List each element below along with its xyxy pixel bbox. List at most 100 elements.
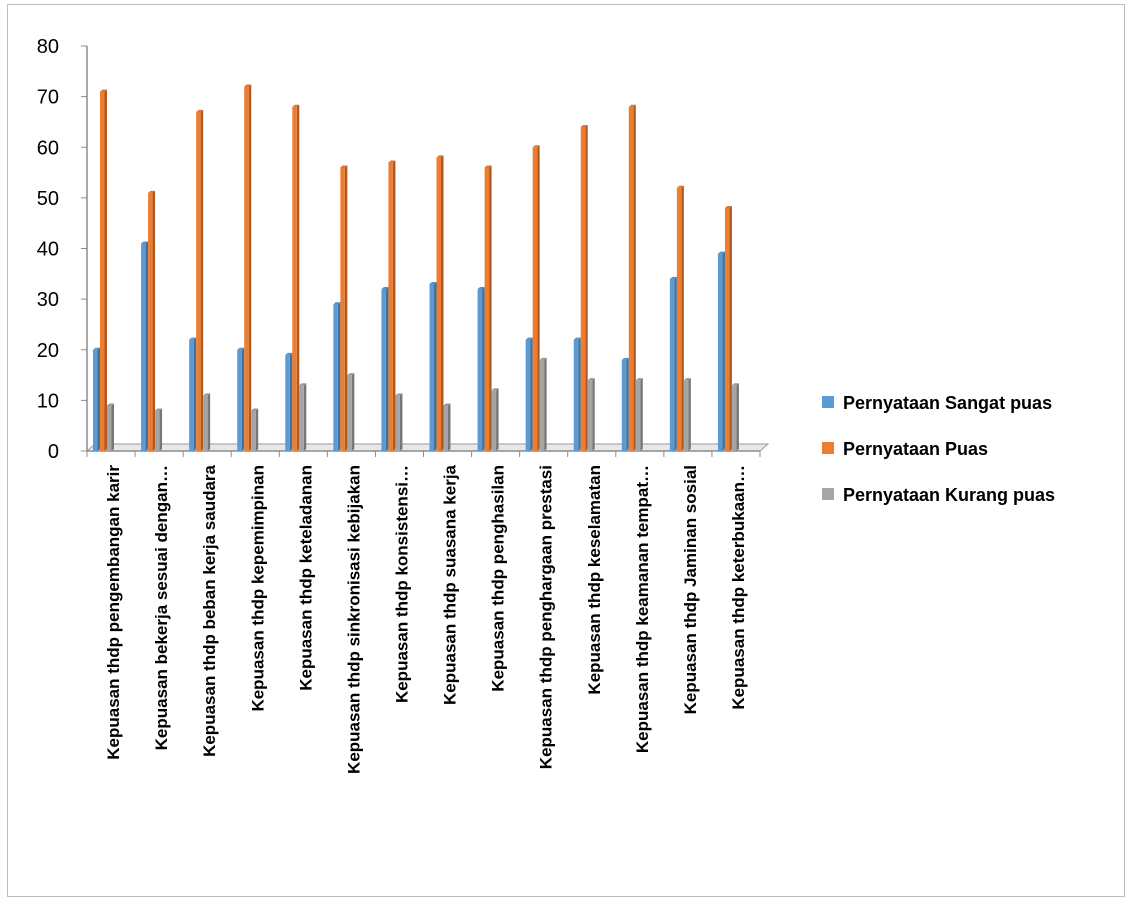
bar-side	[578, 337, 581, 451]
bar-side	[344, 165, 348, 451]
x-axis-category-label: Kepuasan thdp keselamatan	[585, 465, 604, 695]
y-axis-tick-label: 30	[37, 289, 59, 311]
bar-side	[722, 251, 725, 451]
x-axis-category-label: Kepuasan thdp keterbukaan…	[729, 465, 748, 710]
bar	[429, 283, 434, 451]
bar-top	[251, 408, 259, 411]
bar-side	[337, 302, 341, 451]
legend-swatch	[822, 488, 834, 500]
chart-bars	[93, 84, 739, 451]
bar-top	[573, 337, 581, 340]
bar-top	[155, 408, 163, 411]
y-axis-tick-label: 40	[37, 239, 59, 261]
bar	[587, 380, 593, 451]
bar-side	[193, 337, 197, 451]
bar-top	[635, 378, 643, 381]
x-axis-category-label: Kepuasan thdp pengembangan karir	[104, 465, 123, 760]
x-axis-category-label: Kepuasan thdp konsistensi…	[392, 465, 411, 703]
bar-top	[683, 378, 691, 381]
bar-side	[448, 403, 451, 451]
y-axis-tick-label: 0	[48, 441, 59, 463]
bar-side	[537, 145, 540, 451]
bar-top	[148, 190, 156, 193]
bar-top	[731, 383, 739, 386]
bar-top	[717, 251, 725, 254]
bar-top	[93, 347, 100, 350]
bar-side	[241, 347, 245, 451]
x-axis-category-label: Kepuasan thdp penghargaan prestasi	[537, 465, 556, 769]
bar-top	[532, 145, 540, 148]
y-axis-tick-label: 10	[37, 390, 59, 412]
bar-top	[141, 241, 149, 244]
bar-side	[688, 378, 691, 451]
bar	[292, 106, 297, 451]
bar-side	[681, 185, 684, 451]
bar	[539, 359, 545, 451]
bar	[196, 111, 201, 451]
bar	[347, 375, 352, 451]
bar	[635, 380, 641, 451]
bar	[573, 339, 579, 451]
bar-side	[111, 403, 114, 451]
bar	[189, 339, 194, 451]
bar	[141, 243, 146, 451]
bar-top	[580, 125, 588, 127]
bar-side	[626, 357, 629, 451]
bar	[244, 86, 249, 451]
bar-side	[482, 287, 485, 451]
bar-top	[628, 104, 636, 107]
chart-axes	[81, 45, 761, 457]
bar-side	[152, 190, 156, 451]
bar-side	[200, 109, 204, 451]
bar-side	[592, 378, 595, 451]
bar-side	[159, 408, 163, 451]
x-axis-category-label: Kepuasan thdp Jaminan sosial	[681, 465, 700, 714]
bar-top	[107, 403, 114, 406]
bar-side	[289, 352, 293, 451]
bar	[717, 253, 723, 451]
bar-side	[434, 281, 437, 451]
bar-top	[189, 337, 197, 340]
bar	[491, 390, 497, 451]
bar-top	[669, 276, 677, 279]
bar-top	[196, 109, 204, 112]
bar-top	[525, 337, 533, 340]
bar-top	[340, 165, 348, 168]
bar-top	[395, 393, 403, 396]
bar-side	[351, 373, 355, 451]
bar-side	[633, 104, 636, 451]
y-axis-tick-label: 50	[37, 188, 59, 210]
bar-top	[436, 155, 444, 158]
x-axis-category-label: Kepuasan bekerja sesuai dengan…	[152, 465, 171, 750]
bar	[155, 410, 160, 451]
bar	[443, 405, 448, 451]
bar	[388, 162, 393, 451]
bar	[381, 289, 386, 451]
bar	[724, 208, 730, 451]
bar-side	[441, 155, 444, 451]
bar-side	[544, 357, 547, 451]
bar-side	[303, 383, 307, 451]
bar	[100, 91, 105, 451]
bar	[203, 395, 208, 451]
bar	[251, 410, 256, 451]
legend-swatch	[822, 442, 834, 454]
x-axis-category-label: Kepuasan thdp penghasilan	[489, 465, 508, 692]
x-axis-category-label: Kepuasan thdp kepemimpinan	[248, 465, 267, 712]
bar-side	[674, 276, 677, 451]
legend-label: Pernyataan Kurang puas	[843, 485, 1055, 505]
bar	[395, 395, 400, 451]
bar-side	[97, 347, 100, 451]
bar-side	[145, 241, 149, 451]
bar	[477, 289, 483, 451]
bar-side	[104, 89, 107, 451]
bar	[93, 349, 98, 451]
bar-top	[539, 357, 547, 360]
bar	[237, 349, 242, 451]
x-axis-category-labels: Kepuasan thdp pengembangan karir Kepuasan…	[104, 464, 748, 773]
bar-top	[285, 352, 293, 355]
bar	[285, 354, 290, 451]
bar-top	[381, 287, 389, 289]
bar-top	[237, 347, 245, 350]
bar-side	[729, 206, 732, 451]
